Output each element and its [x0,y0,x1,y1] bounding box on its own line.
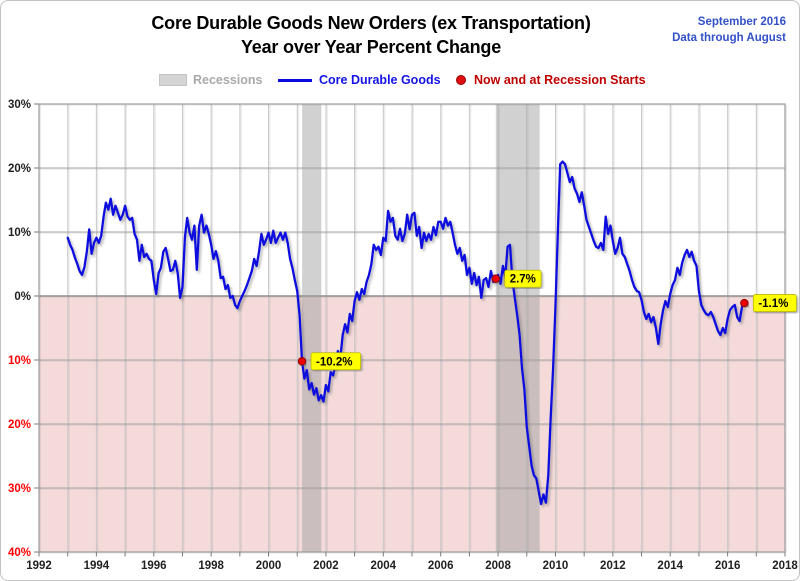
recession-start-marker [491,274,500,283]
legend-label-series: Core Durable Goods [319,73,441,87]
date-line-2: Data through August [672,32,786,44]
legend-item-recessions: Recessions [159,72,262,88]
recession-band [302,104,322,552]
data-label: 2.7% [510,274,536,286]
recession-swatch-icon [159,74,187,86]
recession-start-marker [297,357,307,366]
y-tick-label: 20% [8,163,31,175]
y-tick-label: 0% [14,291,31,303]
data-label: -10.2% [316,356,352,368]
chart-title: Core Durable Goods New Orders (ex Transp… [1,11,741,59]
x-tick-label: 2014 [657,560,683,572]
y-tick-label: 20% [8,419,31,431]
legend-label-markers: Now and at Recession Starts [474,73,646,87]
x-tick-label: 2008 [485,560,511,572]
x-tick-label: 2002 [313,560,339,572]
x-tick-label: 2016 [715,560,741,572]
red-dot-icon [456,75,466,85]
title-line-2: Year over Year Percent Change [240,37,502,57]
data-label: -1.1% [758,298,788,310]
data-label-box [752,294,797,312]
x-tick-label: 1994 [84,560,110,572]
x-tick-label: 2012 [600,560,626,572]
y-tick-label: 30% [8,99,31,111]
x-tick-label: 1998 [198,560,224,572]
date-info: September 2016 Data through August [672,14,786,46]
x-tick-label: 2004 [371,560,397,572]
y-tick-label: 30% [8,483,31,495]
legend-item-core-durable-goods: Core Durable Goods [278,72,441,88]
x-tick-label: 1996 [141,560,167,572]
x-tick-label: 2000 [256,560,282,572]
data-label-box [310,352,362,371]
y-tick-label: 10% [8,227,31,239]
core-durable-goods-line [66,160,746,506]
line-sample-icon [278,78,312,82]
legend-item-recession-starts: Now and at Recession Starts [456,72,646,88]
data-label-box [504,269,542,288]
x-tick-label: 2006 [428,560,454,572]
date-line-1: September 2016 [697,16,786,28]
x-tick-label: 2010 [543,560,569,572]
x-tick-label: 1992 [26,560,52,572]
y-tick-label: 10% [8,355,31,367]
recession-start-marker [740,298,749,308]
title-line-1: Core Durable Goods New Orders (ex Transp… [151,13,591,33]
legend-label-recessions: Recessions [193,73,263,87]
y-tick-label: 40% [8,547,31,559]
x-tick-label: 2018 [772,560,798,572]
